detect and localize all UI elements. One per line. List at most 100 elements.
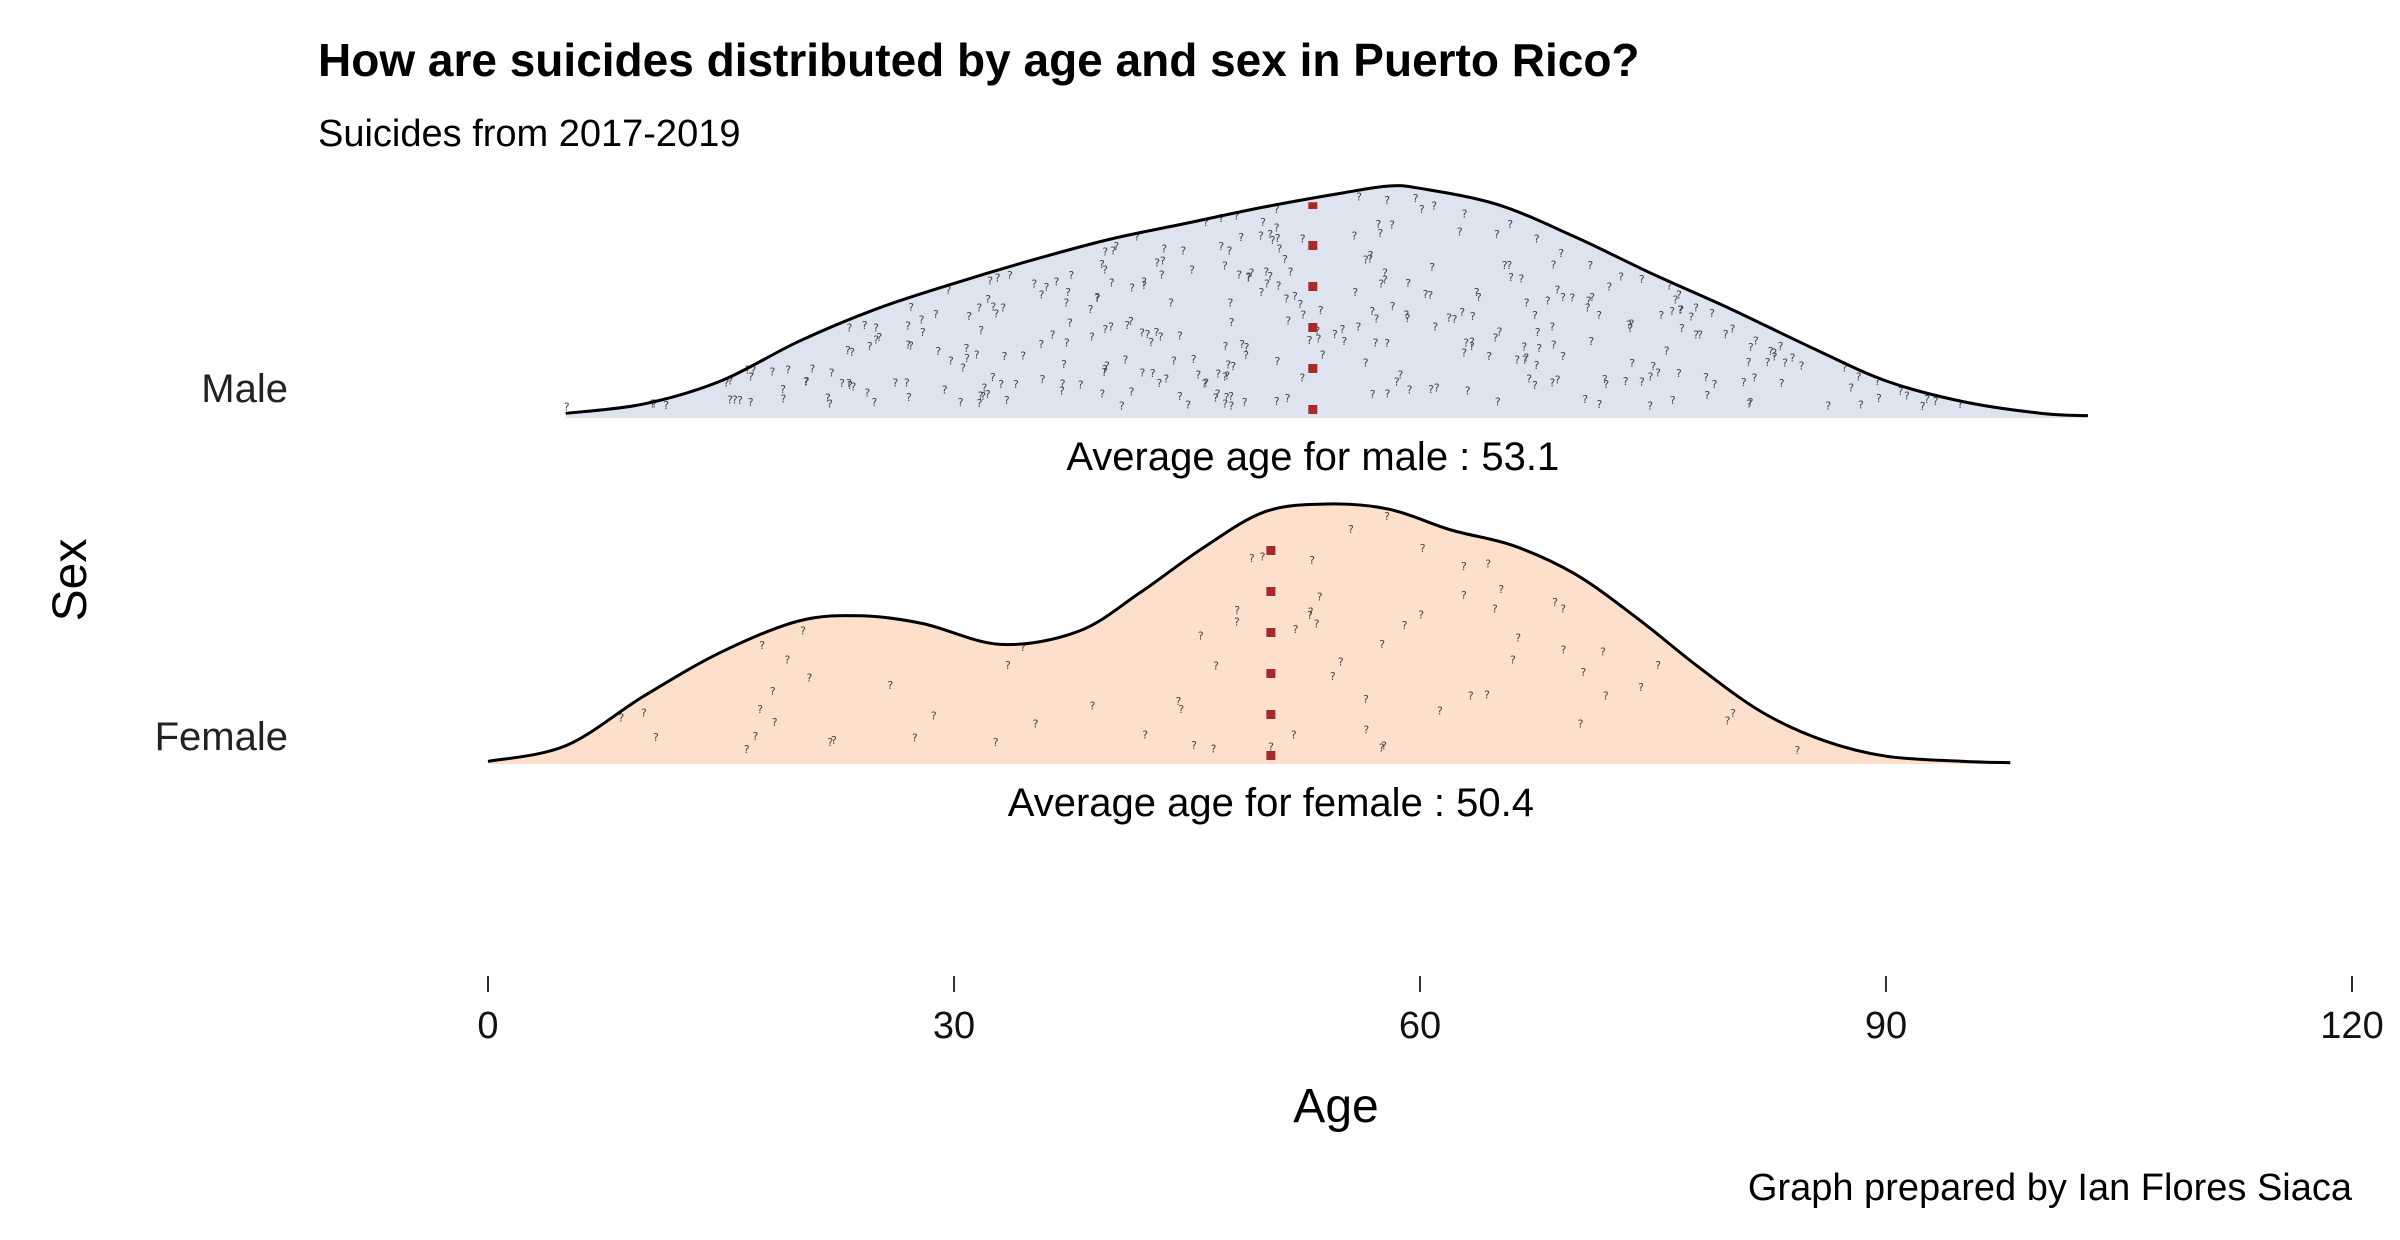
point-mark: ?: [1040, 373, 1046, 386]
point-mark: ?: [1799, 359, 1805, 372]
point-mark: ?: [1779, 377, 1785, 390]
point-mark: ?: [1223, 340, 1229, 353]
point-mark: ?: [1382, 273, 1388, 286]
point-mark: ?: [1655, 367, 1661, 380]
point-mark: ?: [1309, 554, 1315, 567]
point-mark: ?: [1299, 372, 1305, 385]
point-mark: ?: [1469, 335, 1475, 348]
point-mark: ?: [1128, 315, 1134, 328]
point-mark: ?: [1088, 303, 1094, 316]
point-mark: ?: [1384, 194, 1390, 207]
point-mark: ?: [1276, 242, 1282, 255]
point-mark: ?: [1004, 394, 1010, 407]
point-mark: ?: [1462, 207, 1468, 220]
point-mark: ?: [650, 398, 656, 411]
point-mark: ?: [1211, 742, 1217, 755]
point-mark: ?: [987, 274, 993, 287]
point-mark: ?: [1002, 350, 1008, 363]
point-mark: ?: [1638, 681, 1644, 694]
point-mark: ?: [1332, 328, 1338, 341]
point-mark: ?: [1606, 281, 1612, 294]
point-mark: ?: [745, 364, 751, 377]
point-mark: ?: [1536, 342, 1542, 355]
point-mark: ?: [618, 712, 624, 725]
point-mark: ?: [998, 378, 1004, 391]
point-mark: ?: [806, 672, 812, 685]
point-mark: ?: [1375, 218, 1381, 231]
point-mark: ?: [1603, 378, 1609, 391]
point-mark: ?: [1246, 270, 1252, 283]
point-mark: ?: [1171, 355, 1177, 368]
point-mark: ?: [960, 361, 966, 374]
point-mark: ?: [1369, 305, 1375, 318]
point-mark: ?: [1933, 395, 1939, 408]
point-mark: ?: [1119, 400, 1125, 413]
point-mark: ?: [1495, 396, 1501, 409]
y-axis-title: Sex: [44, 539, 97, 622]
point-mark: ?: [723, 376, 729, 389]
point-mark: ?: [1378, 278, 1384, 291]
point-mark: ?: [1437, 705, 1443, 718]
point-mark: ?: [980, 390, 986, 403]
point-mark: ?: [1746, 397, 1752, 410]
point-mark: ?: [1276, 279, 1282, 292]
point-mark: ?: [1059, 384, 1065, 397]
point-mark: ?: [1234, 604, 1240, 617]
point-mark: ?: [1065, 286, 1071, 299]
point-mark: ?: [1580, 666, 1586, 679]
density-area-male: [565, 185, 2088, 418]
point-mark: ?: [825, 392, 831, 405]
point-mark: ?: [1748, 396, 1754, 409]
point-mark: ?: [1782, 356, 1788, 369]
point-mark: ?: [1510, 654, 1516, 667]
point-mark: ?: [785, 363, 791, 376]
ridge-male: ????????????????????????????????????????…: [201, 184, 2089, 479]
point-mark: ?: [1163, 373, 1169, 386]
point-mark: ?: [981, 381, 987, 394]
point-mark: ?: [948, 354, 954, 367]
point-mark: ?: [1124, 319, 1130, 332]
point-mark: ?: [1227, 296, 1233, 309]
point-mark: ?: [1521, 340, 1527, 353]
point-mark: ?: [1238, 231, 1244, 244]
point-mark: ?: [905, 339, 911, 352]
ridge-female: ????????????????????????????????????????…: [155, 502, 2011, 825]
point-mark: ?: [919, 313, 925, 326]
point-mark: ?: [1688, 311, 1694, 324]
point-mark: ?: [1772, 351, 1778, 364]
point-mark: ?: [1752, 371, 1758, 384]
point-mark: ?: [1560, 350, 1566, 363]
point-mark: ?: [1730, 707, 1736, 720]
point-mark: ?: [1222, 371, 1228, 384]
point-mark: ?: [1502, 259, 1508, 272]
point-mark: ?: [1549, 320, 1555, 333]
point-mark: ?: [1420, 542, 1426, 555]
x-tick-label: 120: [2320, 1005, 2383, 1047]
point-mark: ?: [1384, 337, 1390, 350]
point-mark: ?: [1723, 328, 1729, 341]
point-mark: ?: [1452, 313, 1458, 326]
point-mark: ?: [1275, 232, 1281, 245]
point-mark: ?: [1039, 289, 1045, 302]
point-mark: ?: [1626, 318, 1632, 331]
point-mark: ?: [1180, 245, 1186, 258]
point-mark: ?: [1260, 216, 1266, 229]
point-mark: ?: [1673, 294, 1679, 307]
point-mark: ?: [1142, 729, 1148, 742]
point-mark: ?: [1526, 372, 1532, 385]
point-mark: ?: [1160, 254, 1166, 267]
point-mark: ?: [1519, 272, 1525, 285]
point-mark: ?: [1555, 374, 1561, 387]
point-mark: ?: [912, 732, 918, 745]
point-mark: ?: [1876, 392, 1882, 405]
point-mark: ?: [1274, 355, 1280, 368]
point-mark: ?: [1213, 392, 1219, 405]
point-mark: ?: [1263, 265, 1269, 278]
point-mark: ?: [1522, 353, 1528, 366]
point-mark: ?: [847, 379, 853, 392]
x-tick-label: 90: [1865, 1005, 1907, 1047]
point-mark: ?: [1351, 230, 1357, 243]
point-mark: ?: [1195, 369, 1201, 382]
point-mark: ?: [1274, 203, 1280, 216]
